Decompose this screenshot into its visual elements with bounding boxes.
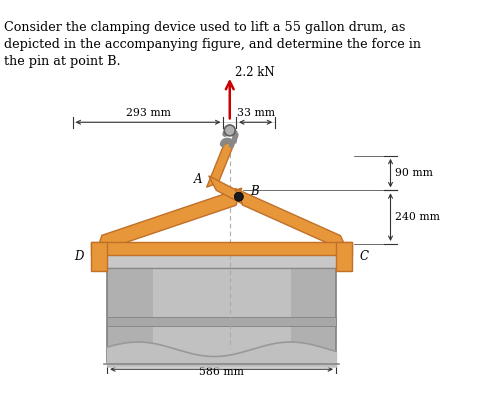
FancyBboxPatch shape — [153, 257, 291, 358]
Polygon shape — [207, 140, 236, 187]
Text: D: D — [74, 250, 84, 263]
Text: 2.2 kN: 2.2 kN — [235, 66, 275, 79]
Text: B: B — [250, 185, 259, 198]
Bar — [91, 242, 107, 271]
Bar — [91, 242, 352, 255]
Bar — [107, 317, 336, 326]
Text: Consider the clamping device used to lift a 55 gallon drum, as
depicted in the a: Consider the clamping device used to lif… — [3, 20, 420, 68]
Text: A: A — [194, 173, 202, 186]
Circle shape — [225, 125, 235, 136]
Text: 240 mm: 240 mm — [395, 212, 440, 222]
Text: 90 mm: 90 mm — [395, 168, 433, 178]
Bar — [336, 242, 352, 271]
Text: 33 mm: 33 mm — [237, 108, 275, 118]
Text: 293 mm: 293 mm — [125, 108, 171, 118]
Polygon shape — [235, 188, 348, 252]
Text: 586 mm: 586 mm — [199, 367, 244, 376]
Circle shape — [234, 192, 243, 201]
Text: C: C — [360, 250, 368, 263]
FancyBboxPatch shape — [107, 253, 336, 362]
Polygon shape — [96, 188, 242, 253]
FancyBboxPatch shape — [104, 252, 340, 268]
Polygon shape — [209, 176, 243, 204]
